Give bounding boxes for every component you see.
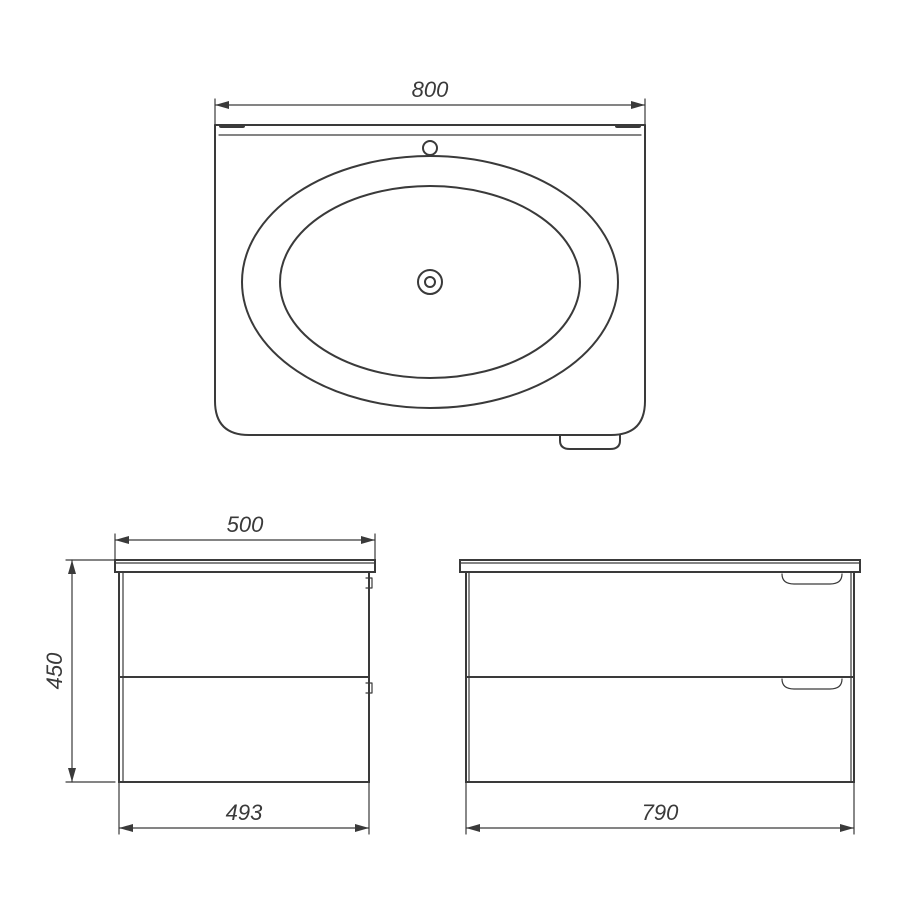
dimension-base-493: 493 (119, 782, 369, 834)
drain-hole (425, 277, 435, 287)
countertop-side (115, 560, 375, 572)
basin-rim-outer (242, 156, 618, 408)
dimension-label: 493 (226, 800, 263, 825)
side-view (115, 560, 375, 782)
front-view (460, 560, 860, 782)
dimension-label: 800 (412, 77, 449, 102)
countertop-front (460, 560, 860, 572)
dimension-width-800: 800 (215, 77, 645, 125)
dimension-label: 450 (42, 652, 67, 689)
dimension-width-790: 790 (466, 782, 854, 834)
basin-rim-inner (280, 186, 580, 378)
dimension-label: 500 (227, 512, 264, 537)
dimension-depth-500: 500 (115, 512, 375, 560)
top-view (215, 125, 645, 449)
dimension-label: 790 (642, 800, 679, 825)
dimension-height-450: 450 (42, 560, 115, 782)
drain-ring (418, 270, 442, 294)
faucet-hole (423, 141, 437, 155)
